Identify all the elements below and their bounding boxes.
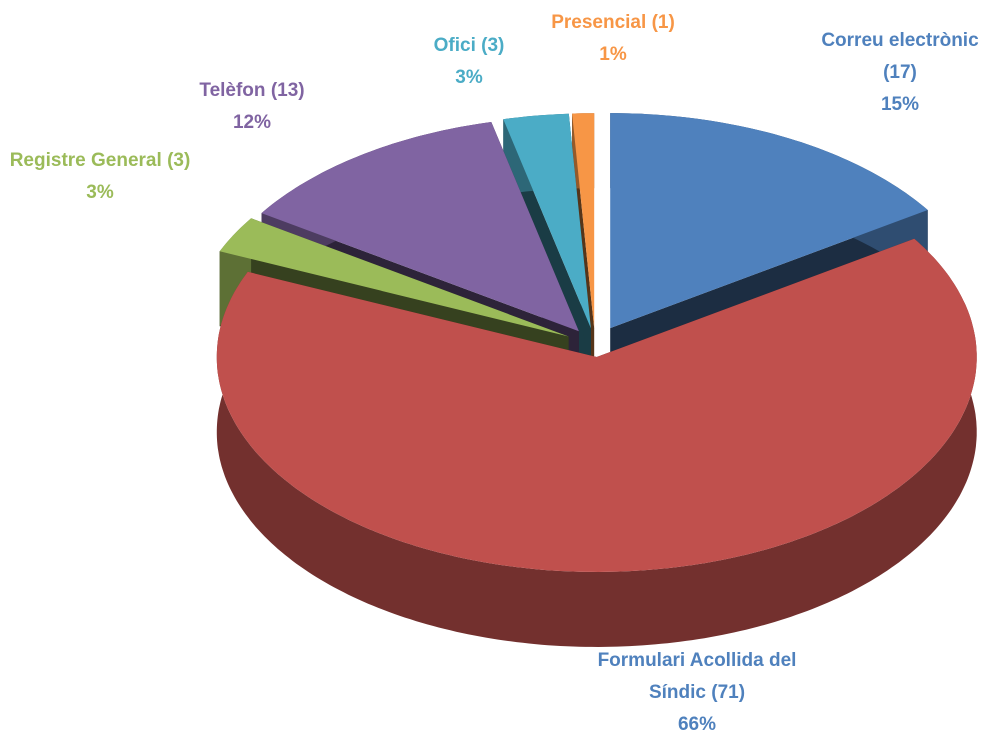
slice xyxy=(261,122,579,332)
label-part: (17) xyxy=(883,62,917,83)
slice xyxy=(216,238,977,573)
label-part: (1) xyxy=(651,12,675,33)
data-label: Formulari Acollida del Síndic (71) 66% xyxy=(590,645,805,741)
label-part: Registre General xyxy=(9,150,162,171)
slice xyxy=(572,113,595,329)
slice xyxy=(503,113,591,329)
slice-wall xyxy=(216,238,977,648)
label-part: Telèfon xyxy=(199,80,266,101)
data-label: Correu electrònic (17) 15% xyxy=(805,25,995,121)
label-part: (71) xyxy=(711,682,746,703)
label-part: 1% xyxy=(599,44,627,65)
label-part: 3% xyxy=(86,182,114,203)
slice xyxy=(219,218,569,337)
label-part: Presencial xyxy=(551,12,647,33)
slice xyxy=(610,113,928,329)
data-label: Telèfon (13) 12% xyxy=(157,75,347,139)
label-part: (3) xyxy=(167,150,191,171)
label-part: Correu electrònic xyxy=(821,30,979,51)
label-part: 12% xyxy=(232,112,272,133)
label-part: Formulari Acollida del Síndic xyxy=(597,650,797,703)
data-label: Presencial (1) 1% xyxy=(523,7,703,71)
label-part: 66% xyxy=(677,714,717,735)
data-label: Ofici (3) 3% xyxy=(409,30,529,94)
label-part: (3) xyxy=(481,35,505,56)
label-part: (13) xyxy=(270,80,305,101)
label-part: 3% xyxy=(455,67,483,88)
label-part: 15% xyxy=(880,94,920,115)
label-part: Ofici xyxy=(433,35,476,56)
data-label: Registre General (3) 3% xyxy=(8,145,193,209)
